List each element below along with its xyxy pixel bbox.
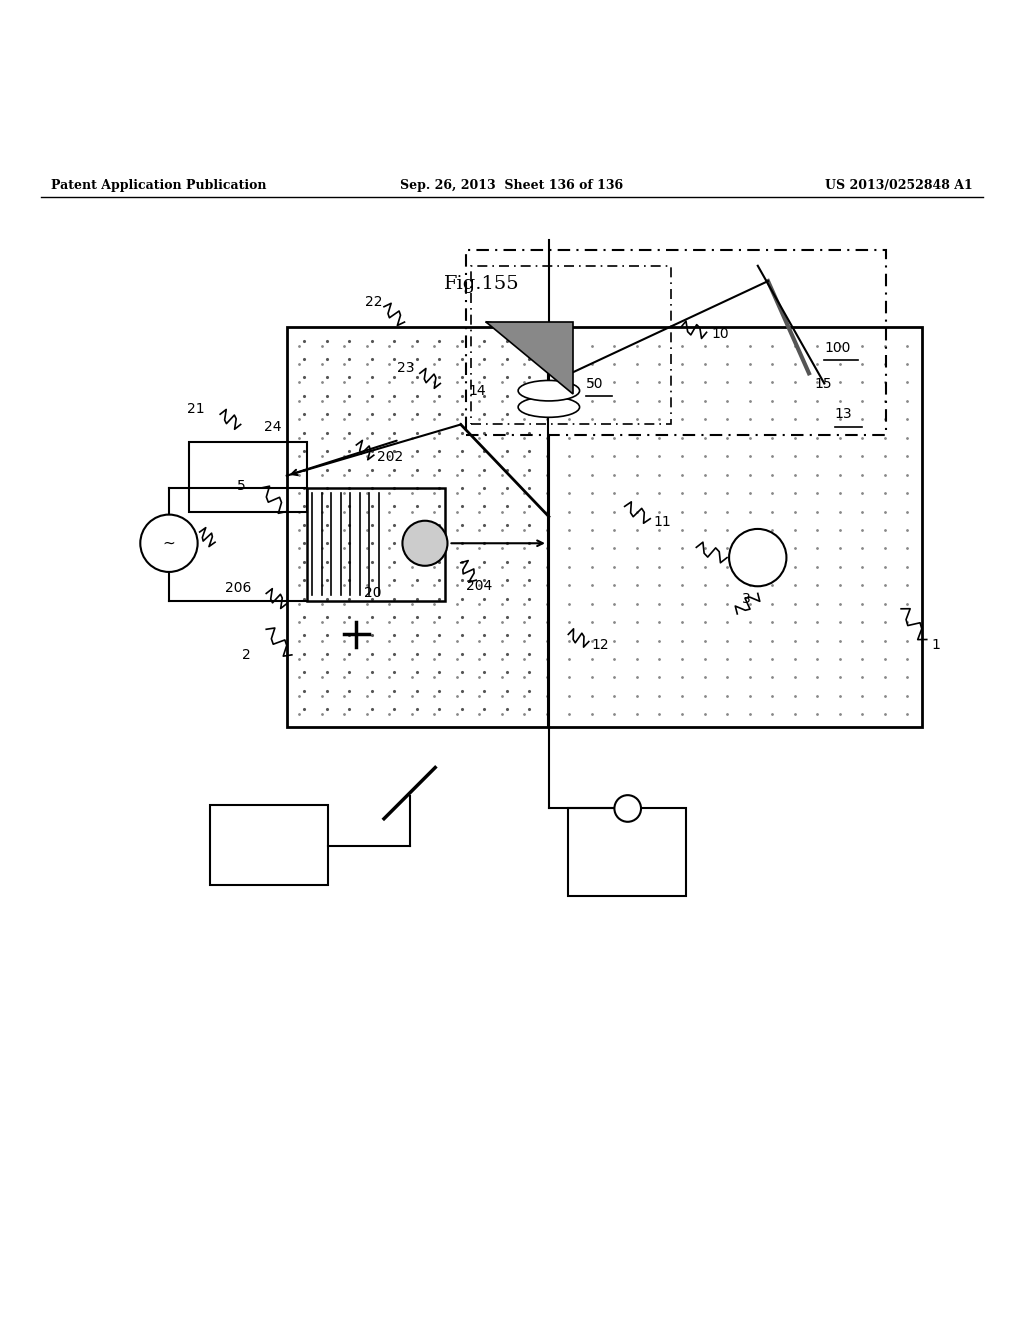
Text: US 2013/0252848 A1: US 2013/0252848 A1 <box>825 180 973 193</box>
Text: 100: 100 <box>824 341 851 355</box>
Text: 50: 50 <box>586 376 603 391</box>
Polygon shape <box>486 322 573 393</box>
Text: 1: 1 <box>932 638 941 652</box>
Text: 24: 24 <box>264 420 282 433</box>
Text: 3: 3 <box>742 591 752 606</box>
Bar <box>471 265 671 425</box>
Text: ~: ~ <box>163 536 175 550</box>
Text: Fig.155: Fig.155 <box>443 275 519 293</box>
Ellipse shape <box>518 380 580 401</box>
Circle shape <box>402 520 447 566</box>
Bar <box>210 805 328 886</box>
Text: 20: 20 <box>364 586 381 601</box>
Bar <box>307 488 445 601</box>
Text: 206: 206 <box>224 581 251 595</box>
Text: 12: 12 <box>592 638 609 652</box>
Text: 5: 5 <box>237 479 246 492</box>
Text: 21: 21 <box>187 403 205 416</box>
Text: 10: 10 <box>712 327 729 342</box>
Text: 205: 205 <box>156 520 182 533</box>
Bar <box>466 251 886 434</box>
Text: 22: 22 <box>366 294 383 309</box>
Text: 204: 204 <box>466 579 493 593</box>
Circle shape <box>729 529 786 586</box>
Text: 4: 4 <box>732 553 741 568</box>
Text: 202: 202 <box>377 450 403 465</box>
Text: 23: 23 <box>397 362 415 375</box>
Text: 13: 13 <box>835 408 852 421</box>
Bar <box>287 327 922 726</box>
Text: 11: 11 <box>653 515 671 529</box>
Text: Sep. 26, 2013  Sheet 136 of 136: Sep. 26, 2013 Sheet 136 of 136 <box>400 180 624 193</box>
Bar <box>189 442 307 512</box>
Text: 14: 14 <box>468 384 485 397</box>
Text: 2: 2 <box>242 648 251 661</box>
Text: Patent Application Publication: Patent Application Publication <box>51 180 266 193</box>
Text: 15: 15 <box>814 376 831 391</box>
Bar <box>568 808 686 895</box>
Ellipse shape <box>518 397 580 417</box>
Circle shape <box>140 515 198 572</box>
Circle shape <box>614 795 641 822</box>
